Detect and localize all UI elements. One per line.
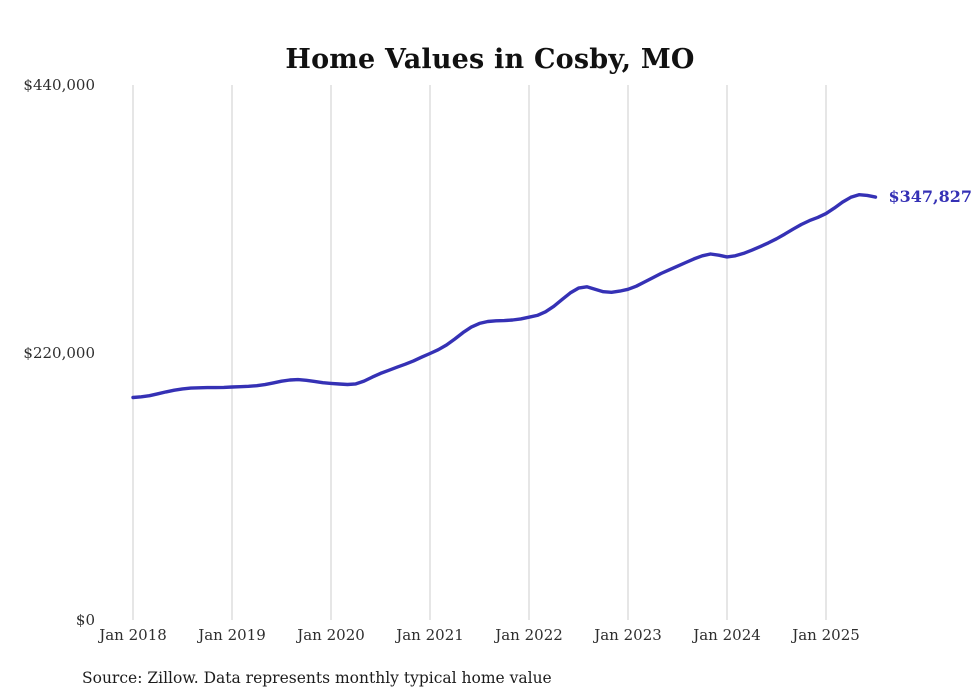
end-value-label: $347,827 xyxy=(888,187,973,207)
x-axis-tick-label: Jan 2025 xyxy=(792,626,860,644)
x-axis-tick-label: Jan 2024 xyxy=(693,626,761,644)
y-axis-tick-label: $0 xyxy=(75,611,95,629)
x-axis-tick-label: Jan 2021 xyxy=(396,626,464,644)
x-axis-tick-label: Jan 2023 xyxy=(594,626,662,644)
y-axis-tick-label: $220,000 xyxy=(23,343,95,362)
source-note: Source: Zillow. Data represents monthly … xyxy=(82,669,552,687)
x-axis-tick-label: Jan 2019 xyxy=(198,626,266,644)
home-value-line-series xyxy=(131,192,878,400)
x-axis-tick-label: Jan 2022 xyxy=(495,626,563,644)
x-axis-tick-label: Jan 2020 xyxy=(297,626,365,644)
chart-title: Home Values in Cosby, MO xyxy=(285,44,695,76)
y-axis-tick-label: $440,000 xyxy=(23,76,95,94)
x-axis-tick-label: Jan 2018 xyxy=(99,626,167,644)
